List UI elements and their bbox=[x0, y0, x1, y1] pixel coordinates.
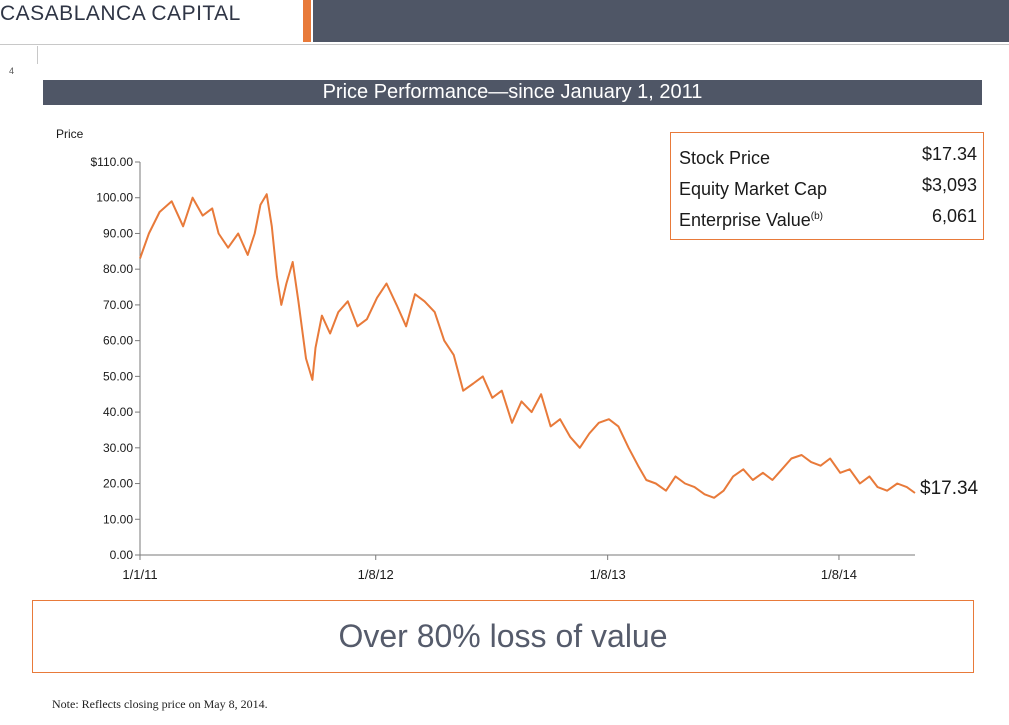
stat-label-text: Enterprise Value bbox=[679, 210, 811, 230]
stat-label: Enterprise Value(b) bbox=[679, 201, 823, 232]
x-tick-label: 1/8/13 bbox=[590, 567, 626, 582]
stat-label: Stock Price bbox=[679, 139, 770, 170]
price-chart: Price $110.00 100.00 90.00 80.00 70.00 60.00 5… bbox=[56, 127, 916, 582]
y-axis: $110.00 100.00 90.00 80.00 70.00 60.00 50.00 40… bbox=[91, 155, 141, 562]
y-tick-label: 70.00 bbox=[103, 298, 133, 312]
y-tick-label: 30.00 bbox=[103, 441, 133, 455]
series-group bbox=[139, 193, 916, 499]
brand-name: CASABLANCA CAPITAL bbox=[0, 2, 241, 25]
stats-panel: Stock Price $17.34 Equity Market Cap $3,… bbox=[670, 132, 984, 240]
y-tick-label: 60.00 bbox=[103, 334, 133, 348]
stat-row-enterprise-value: Enterprise Value(b) 6,061 bbox=[679, 201, 977, 232]
stat-value: $3,093 bbox=[921, 175, 977, 195]
footnote: Note: Reflects closing price on May 8, 2… bbox=[52, 697, 268, 711]
brand-accent-stripe bbox=[303, 0, 311, 42]
header-divider bbox=[0, 44, 1009, 45]
end-price-label: $17.34 bbox=[920, 478, 979, 499]
stat-value: 6,061 bbox=[931, 206, 977, 226]
stat-value: $17.34 bbox=[921, 144, 977, 164]
x-axis: 1/1/11 1/8/12 1/8/13 1/8/14 bbox=[122, 554, 915, 582]
y-tick-label: 80.00 bbox=[103, 262, 133, 276]
x-tick-label: 1/8/14 bbox=[821, 567, 857, 582]
y-tick-label: 50.00 bbox=[103, 369, 133, 383]
stat-note: (b) bbox=[810, 211, 823, 222]
page-divider bbox=[37, 46, 38, 64]
y-tick-label: 20.00 bbox=[103, 477, 133, 491]
y-tick-label: 10.00 bbox=[103, 512, 133, 526]
y-tick-label: 100.00 bbox=[96, 191, 133, 205]
stat-label-text: Equity Market Cap bbox=[679, 179, 828, 199]
stat-row-stock-price: Stock Price $17.34 bbox=[679, 139, 977, 170]
y-tick-label: 90.00 bbox=[103, 226, 133, 240]
y-axis-label: Price bbox=[56, 127, 84, 141]
x-tick-label: 1/8/12 bbox=[358, 567, 394, 582]
page-number: 4 bbox=[9, 66, 15, 76]
x-tick-label: 1/1/11 bbox=[122, 567, 157, 582]
stat-label-text: Stock Price bbox=[679, 148, 771, 168]
y-tick-label: 0.00 bbox=[110, 548, 134, 562]
y-tick-label: 40.00 bbox=[103, 405, 133, 419]
header-bar bbox=[313, 0, 1009, 42]
callout-text: Over 80% loss of value bbox=[338, 618, 668, 654]
stat-label: Equity Market Cap bbox=[679, 170, 827, 201]
callout-box: Over 80% loss of value bbox=[32, 600, 974, 673]
y-tick-label: $110.00 bbox=[91, 155, 134, 169]
price-series-line bbox=[139, 193, 916, 499]
stat-row-equity-market-cap: Equity Market Cap $3,093 bbox=[679, 170, 977, 201]
chart-title: Price Performance—since January 1, 2011 bbox=[43, 80, 982, 105]
